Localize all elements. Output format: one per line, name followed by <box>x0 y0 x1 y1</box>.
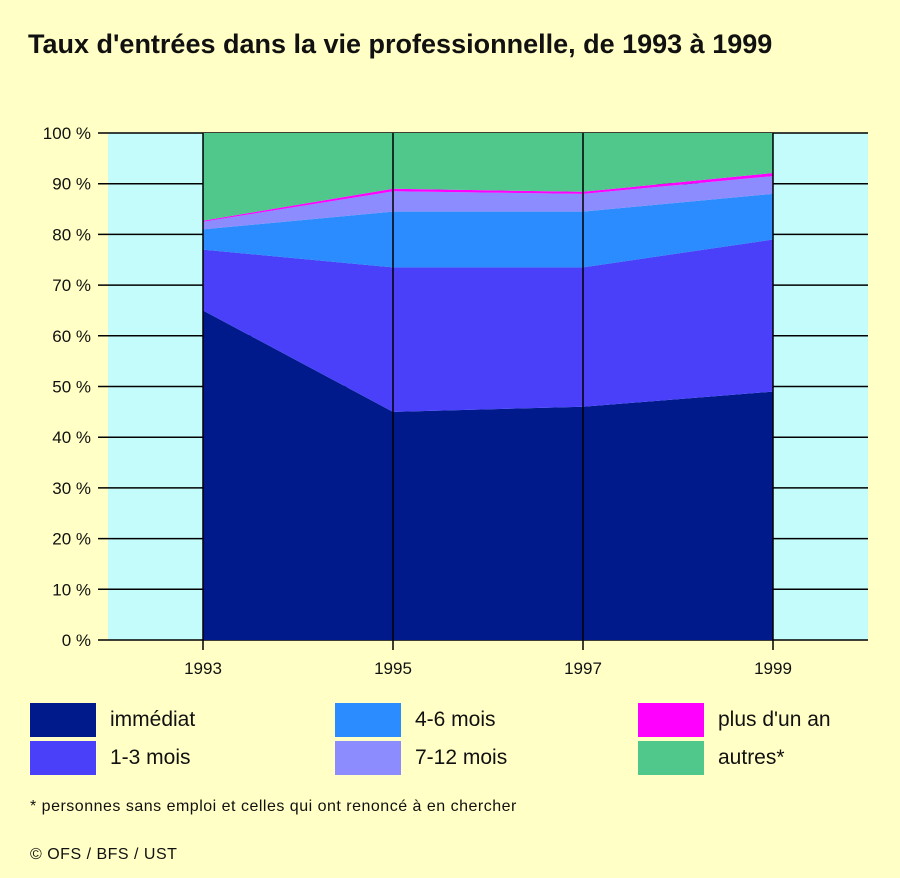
area-series-6 <box>203 133 773 221</box>
y-tick-label: 90 % <box>52 175 91 194</box>
area-series-3 <box>203 193 773 268</box>
y-tick-label: 10 % <box>52 580 91 599</box>
legend-swatch <box>30 703 96 737</box>
x-tick-label: 1999 <box>754 659 792 678</box>
copyright: © OFS / BFS / UST <box>30 846 178 863</box>
y-tick-label: 0 % <box>62 631 91 650</box>
area-series-2 <box>203 239 773 412</box>
y-tick-label: 20 % <box>52 530 91 549</box>
footnote: * personnes sans emploi et celles qui on… <box>30 798 517 815</box>
area-series-1 <box>203 310 773 640</box>
legend-label: immédiat <box>110 708 196 731</box>
legend-label: 1-3 mois <box>110 746 191 769</box>
y-tick-label: 100 % <box>43 124 91 143</box>
legend-swatch <box>30 741 96 775</box>
y-tick-label: 80 % <box>52 225 91 244</box>
legend-swatch <box>638 741 704 775</box>
chart-title: Taux d'entrées dans la vie professionnel… <box>28 29 773 59</box>
x-tick-label: 1995 <box>374 659 412 678</box>
y-tick-label: 50 % <box>52 378 91 397</box>
y-tick-label: 70 % <box>52 276 91 295</box>
x-tick-label: 1993 <box>184 659 222 678</box>
y-tick-label: 40 % <box>52 428 91 447</box>
legend-label: plus d'un an <box>718 708 831 731</box>
legend-swatch <box>335 703 401 737</box>
legend-label: 4-6 mois <box>415 708 496 731</box>
y-tick-label: 30 % <box>52 479 91 498</box>
legend-swatch <box>335 741 401 775</box>
legend-swatch <box>638 703 704 737</box>
y-tick-label: 60 % <box>52 327 91 346</box>
x-tick-label: 1997 <box>564 659 602 678</box>
legend-label: autres* <box>718 746 785 769</box>
legend-label: 7-12 mois <box>415 746 508 769</box>
